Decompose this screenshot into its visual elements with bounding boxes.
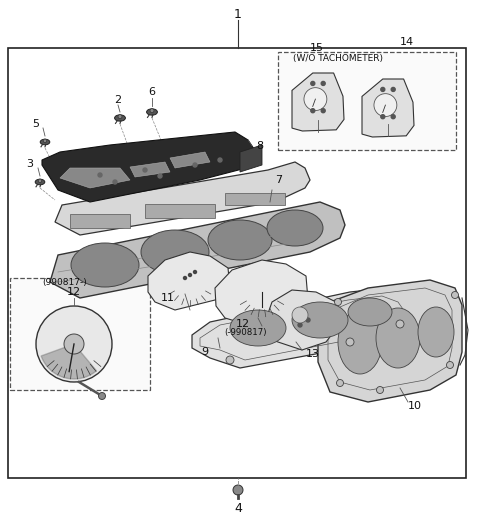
Polygon shape (130, 162, 170, 177)
Circle shape (183, 277, 187, 280)
Ellipse shape (338, 310, 382, 374)
Ellipse shape (35, 179, 45, 185)
Circle shape (189, 274, 192, 277)
Text: 12: 12 (67, 287, 81, 297)
Circle shape (292, 307, 308, 323)
Circle shape (374, 94, 397, 116)
Bar (10, 278, 150, 390)
Circle shape (311, 109, 315, 113)
Circle shape (381, 115, 385, 119)
Ellipse shape (230, 310, 286, 346)
Circle shape (446, 361, 454, 369)
Circle shape (98, 393, 106, 399)
Circle shape (98, 173, 102, 177)
Circle shape (336, 380, 344, 386)
Polygon shape (148, 252, 230, 310)
Circle shape (381, 87, 385, 92)
Ellipse shape (418, 307, 454, 357)
Circle shape (193, 270, 196, 274)
Circle shape (306, 318, 310, 322)
Polygon shape (292, 73, 344, 131)
Polygon shape (240, 145, 262, 172)
Circle shape (346, 338, 354, 346)
Circle shape (335, 298, 341, 305)
Polygon shape (318, 280, 462, 402)
Text: 8: 8 (256, 141, 263, 151)
Circle shape (38, 179, 42, 183)
Bar (145, 204, 215, 218)
Circle shape (226, 356, 234, 364)
Text: 2: 2 (114, 95, 121, 105)
Polygon shape (192, 288, 415, 368)
Ellipse shape (40, 139, 50, 145)
Circle shape (193, 163, 197, 167)
Circle shape (43, 139, 47, 142)
Circle shape (150, 109, 154, 113)
Text: 12: 12 (236, 319, 250, 329)
Ellipse shape (348, 298, 392, 326)
Circle shape (311, 82, 315, 85)
Circle shape (113, 180, 117, 184)
Circle shape (452, 292, 458, 298)
Polygon shape (215, 260, 308, 326)
Text: 4: 4 (234, 501, 242, 514)
Text: (W/O TACHOMETER): (W/O TACHOMETER) (293, 54, 383, 62)
Bar (225, 193, 285, 205)
Polygon shape (362, 79, 414, 137)
Text: 15: 15 (310, 43, 324, 53)
Circle shape (391, 87, 395, 92)
Ellipse shape (71, 243, 139, 287)
Text: 13: 13 (306, 349, 320, 359)
Circle shape (300, 312, 304, 316)
Circle shape (218, 158, 222, 162)
Circle shape (396, 320, 404, 328)
Circle shape (321, 82, 325, 85)
Text: (-990817): (-990817) (224, 328, 266, 336)
Polygon shape (42, 132, 260, 202)
Circle shape (158, 174, 162, 178)
Bar (70, 214, 130, 228)
Text: 1: 1 (234, 7, 242, 20)
Ellipse shape (115, 115, 125, 121)
Ellipse shape (267, 210, 323, 246)
Text: 3: 3 (26, 159, 34, 169)
Circle shape (321, 109, 325, 113)
Text: 6: 6 (148, 87, 156, 97)
Polygon shape (55, 162, 310, 235)
Polygon shape (265, 290, 340, 350)
Circle shape (391, 115, 395, 119)
Polygon shape (50, 202, 345, 298)
Circle shape (118, 115, 122, 119)
Text: 14: 14 (400, 37, 414, 47)
Text: 9: 9 (201, 347, 208, 357)
Ellipse shape (376, 308, 420, 368)
Bar (8, 48, 466, 478)
Ellipse shape (141, 230, 209, 274)
Ellipse shape (292, 302, 348, 338)
Text: 5: 5 (33, 119, 39, 129)
Polygon shape (170, 152, 210, 168)
Text: 7: 7 (275, 175, 282, 185)
Text: (990817-): (990817-) (42, 278, 87, 287)
Circle shape (376, 386, 384, 394)
Text: 11: 11 (161, 293, 175, 303)
Ellipse shape (208, 220, 272, 260)
Ellipse shape (146, 109, 157, 115)
Circle shape (143, 168, 147, 172)
Circle shape (36, 306, 112, 382)
Circle shape (298, 323, 302, 327)
Circle shape (233, 485, 243, 495)
Circle shape (293, 316, 297, 320)
Circle shape (304, 88, 327, 111)
Polygon shape (60, 168, 130, 188)
Circle shape (64, 334, 84, 354)
Polygon shape (41, 344, 96, 379)
Bar (278, 52, 456, 150)
Text: 10: 10 (408, 401, 422, 411)
